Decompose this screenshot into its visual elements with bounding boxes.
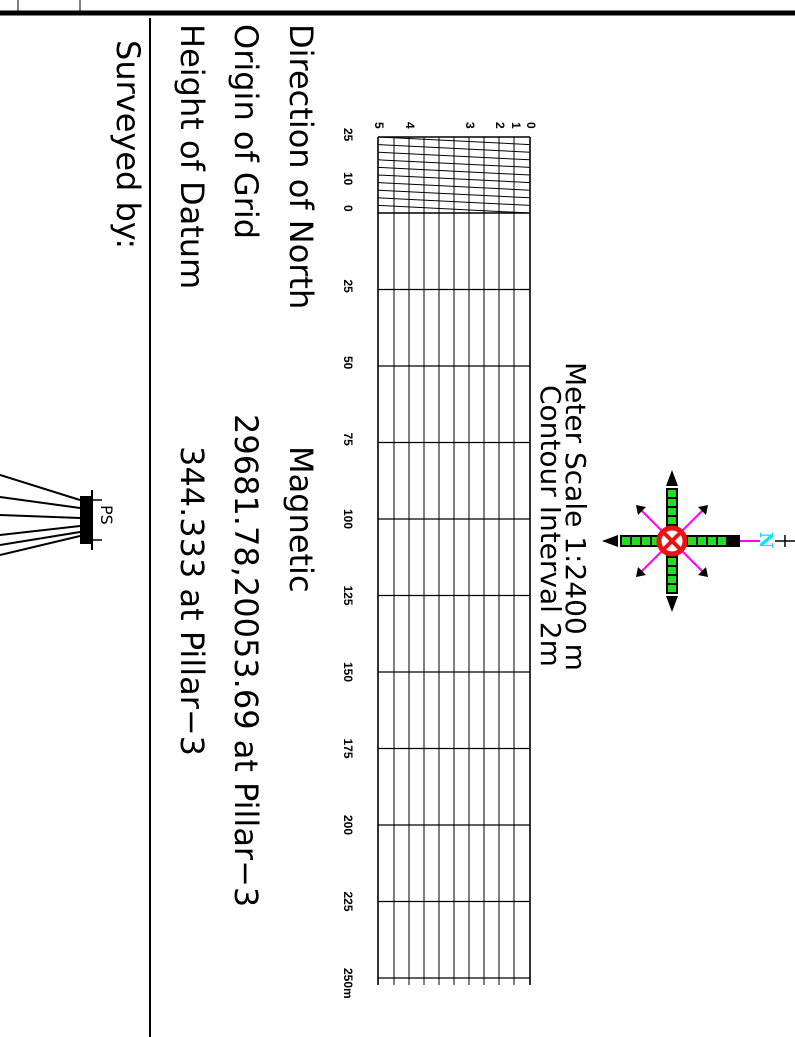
scale-diagonal-line — [377, 174, 531, 184]
scale-diagonal-tick-label: 3 — [463, 122, 477, 129]
scale-title: Meter Scale 1:2400 m — [559, 362, 592, 671]
height-label: Height of Datum — [173, 24, 211, 289]
height-value: 344.333 at Pillar−3 — [173, 446, 211, 756]
logo-text: PS — [97, 505, 116, 525]
contour-interval: Contour Interval 2m — [534, 385, 567, 667]
scale-major-tick-label: 100 — [341, 509, 355, 529]
scale-major-tick-label: 50 — [341, 356, 355, 370]
scale-major-tick-label: 250m — [341, 968, 355, 999]
scale-diagonal-tick-label: 4 — [403, 122, 417, 129]
scale-major-tick-label: 175 — [341, 739, 355, 759]
scale-major-tick-label: 25 — [341, 280, 355, 294]
scale-diagonal-tick-label: 0 — [524, 122, 538, 129]
origin-value: 29681.78,20053.69 at Pillar−3 — [227, 414, 265, 907]
scale-minor-tick-label: 0 — [341, 205, 355, 212]
origin-label: Origin of Grid — [227, 24, 265, 239]
scale-diagonal-tick-label: 2 — [493, 122, 507, 129]
scale-diagonal-tick-label: 1 — [509, 122, 523, 129]
scale-diagonal-line — [377, 197, 531, 206]
scale-diagonal-line — [377, 204, 531, 214]
scale-major-tick-label: 225 — [341, 892, 355, 912]
direction-label: Direction of North — [282, 24, 320, 309]
scale-diagonal-line — [377, 159, 531, 168]
scale-diagonal-tick-label: 5 — [372, 122, 386, 129]
scale-diagonal-line — [377, 182, 531, 191]
north-arrow-icon: N — [602, 470, 795, 612]
scale-major-tick-label: 150 — [341, 662, 355, 682]
scale-diagonal-line — [377, 189, 531, 199]
scale-diagonal-line — [377, 144, 531, 153]
surveyed-by-label: Surveyed by: — [109, 40, 147, 249]
scale-minor-tick-label: 10 — [341, 172, 355, 186]
scale-diagonal-line — [377, 166, 531, 176]
surveyor-logo: PS — [0, 474, 116, 556]
scale-major-tick-label: 125 — [341, 586, 355, 606]
north-label: N — [755, 532, 776, 548]
scale-diagonal-line — [377, 136, 531, 146]
scale-diagonal-line — [377, 151, 531, 161]
scale-major-tick-label: 75 — [341, 433, 355, 447]
scale-major-tick-label: 200 — [341, 815, 355, 835]
direction-value: Magnetic — [282, 446, 320, 593]
scale-minor-tick-label: 25 — [341, 128, 355, 142]
